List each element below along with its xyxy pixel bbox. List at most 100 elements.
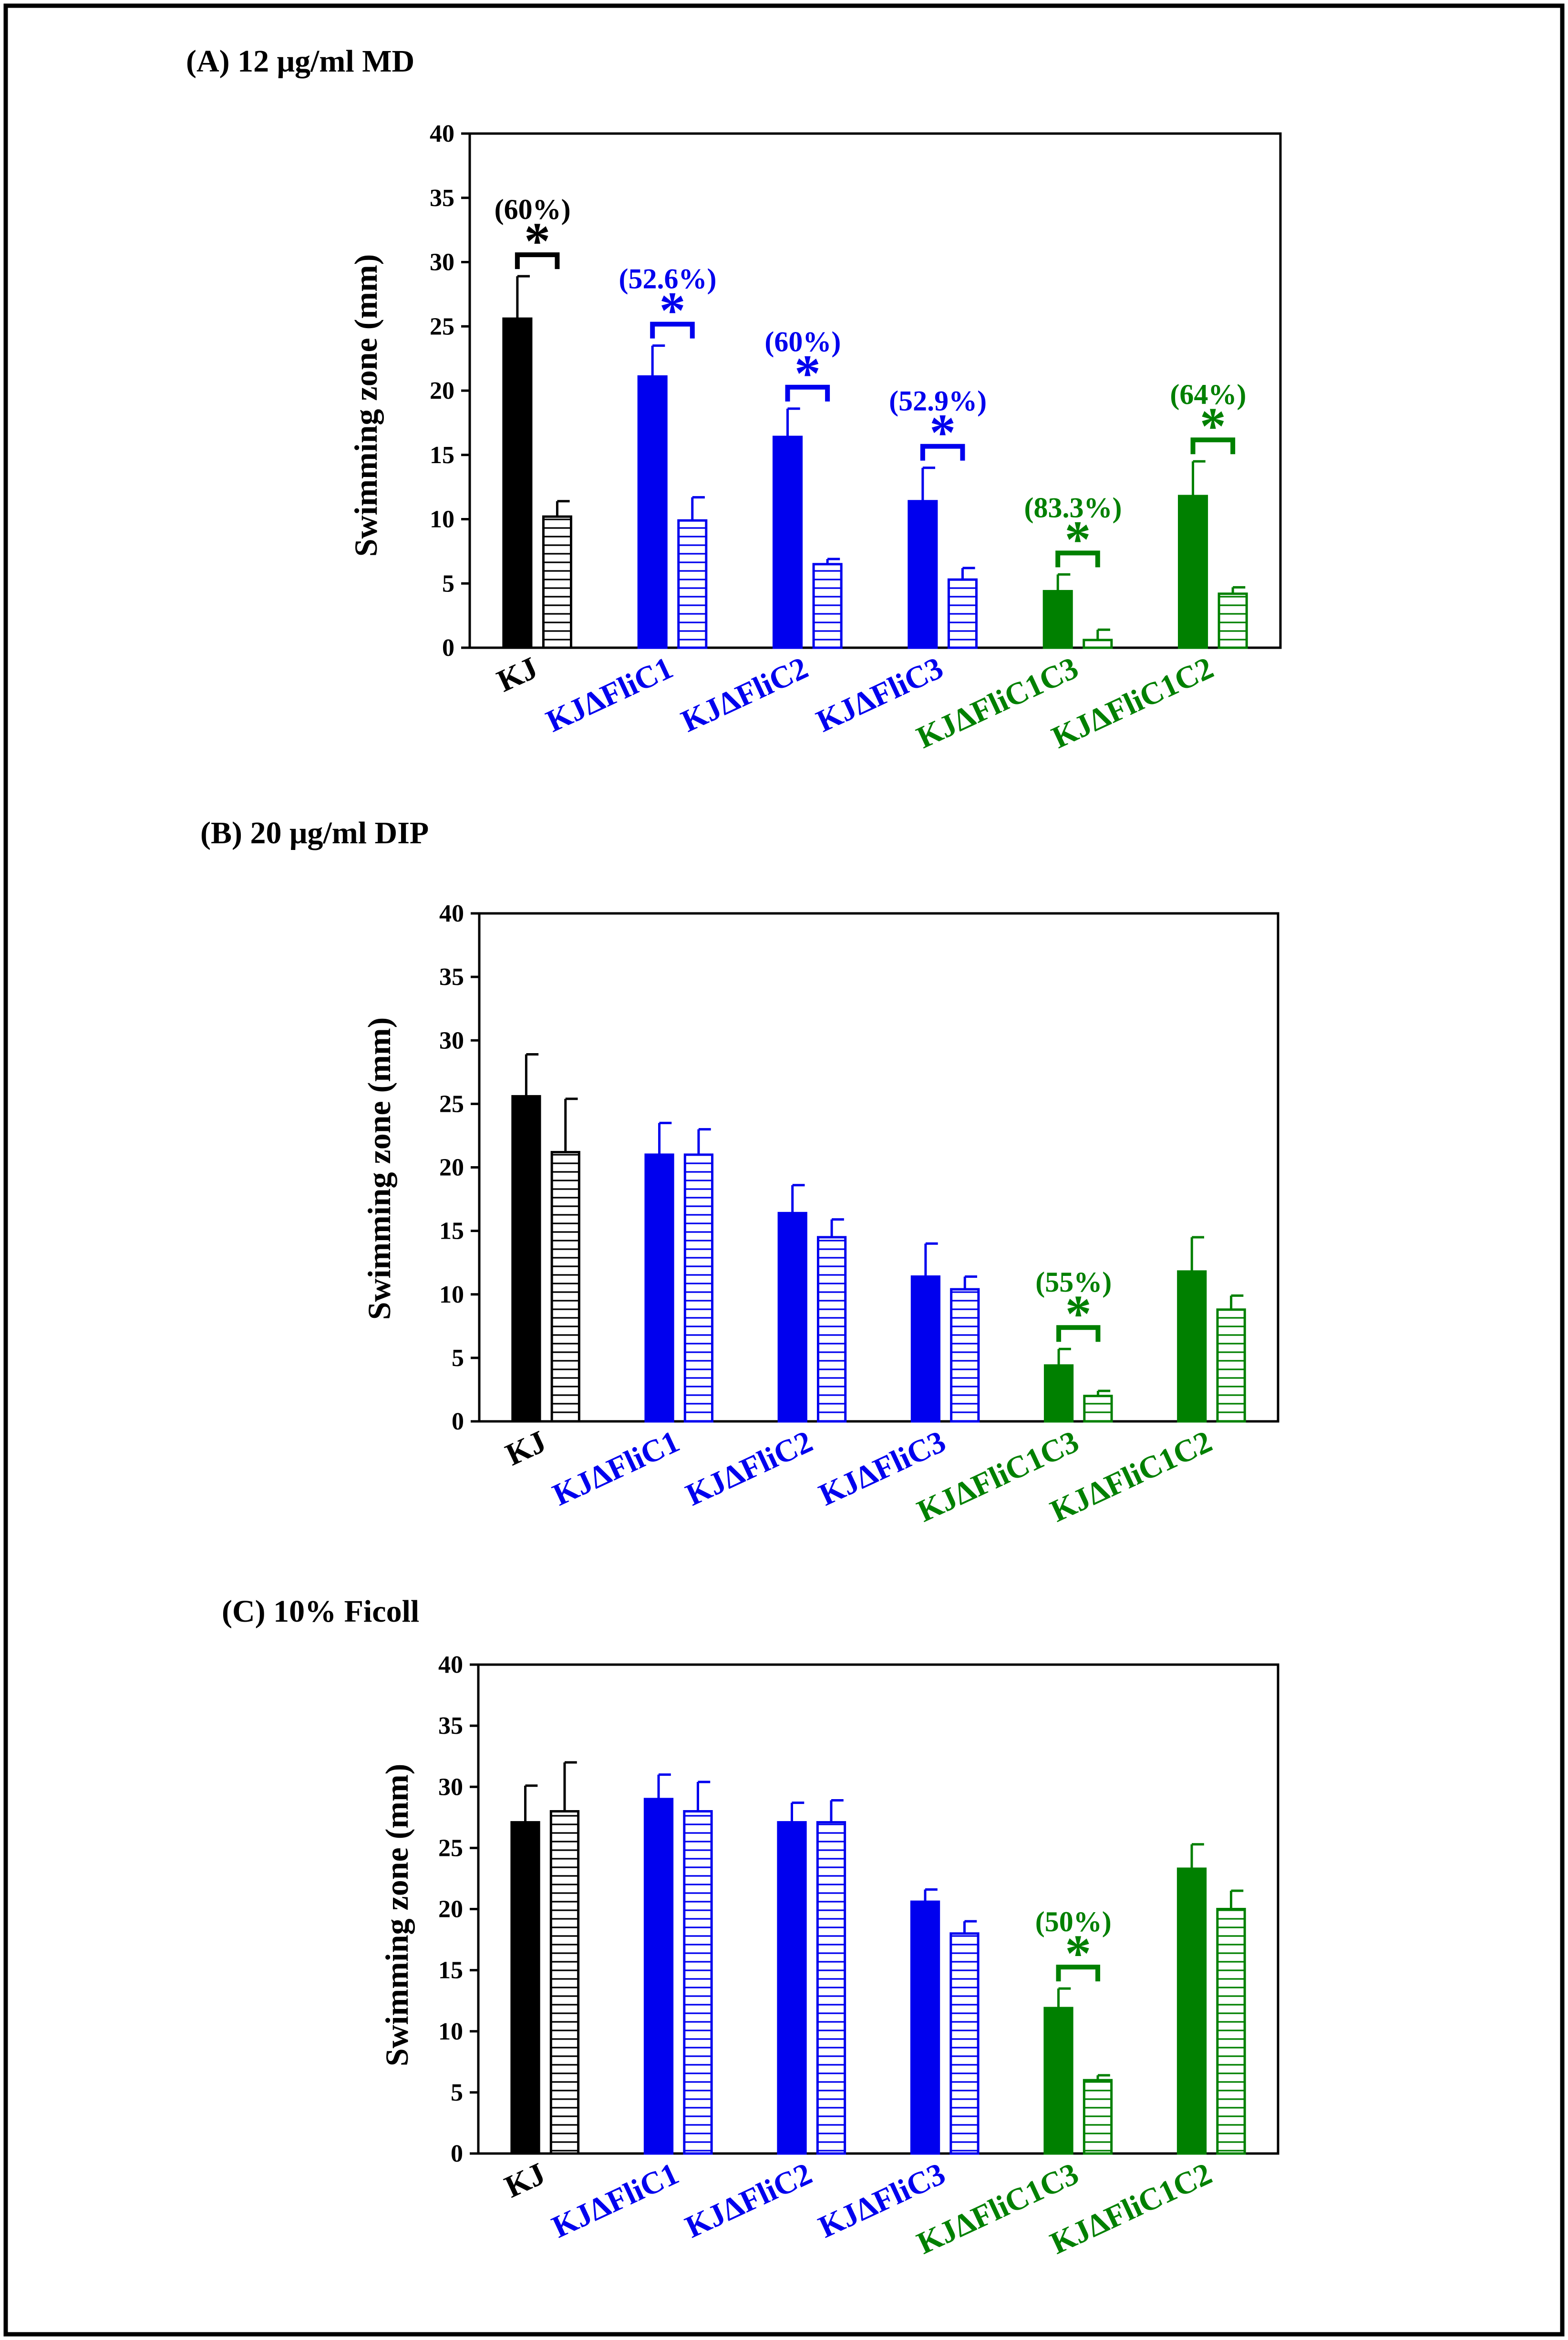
panel-c-bar-kj-control <box>510 1821 540 2155</box>
panel-b-significance-star-kj-flic1c3: * <box>1065 1284 1092 1343</box>
panel-b-x-tick-label-kj: KJ <box>500 1424 551 1472</box>
panel-b-y-tick-label: 5 <box>452 1345 464 1372</box>
panel-c-bar-kj-flic2-treated <box>816 1821 846 2155</box>
panel-c-significance-bracket-kj-flic1c3 <box>1056 1965 1100 1982</box>
panel-c-bar-kj-flic1-treated <box>683 1810 713 2155</box>
panel-a-percent-label-kj-flic1: (52.6%) <box>619 263 717 295</box>
panel-b-bar-kj-flic3-control <box>910 1275 941 1423</box>
panel-a-y-tick-label: 40 <box>430 120 454 147</box>
panel-a-bar-kj-flic3-control <box>908 500 938 649</box>
panel-b-bar-kj-flic2-control <box>777 1211 807 1423</box>
panel-c-significance-star-kj-flic1c3: * <box>1065 1924 1091 1982</box>
panel-a-significance-bracket-kj-flic1 <box>650 321 695 339</box>
panel-a-percent-label-kj-flic3: (52.9%) <box>889 385 987 417</box>
panel-b-bar-kj-flic1c2-control <box>1177 1270 1207 1423</box>
panel-b-x-tick-label-kj-flic1: KJΔFliC1 <box>547 1424 685 1512</box>
panel-a-y-tick-label: 35 <box>430 185 454 212</box>
panel-b-y-tick-label: 30 <box>439 1027 464 1054</box>
panel-c-x-tick-label-kj: KJ <box>499 2156 550 2205</box>
panel-c: (C) 10% Ficoll Swimming zone (mm) 0 5 10 15… <box>222 1594 1279 2261</box>
panel-a-y-tick-label: 20 <box>430 377 454 404</box>
panel-b-bar-kj-control <box>511 1095 541 1423</box>
panel-c-y-tick-label: 0 <box>451 2140 463 2167</box>
panel-c-y-tick-label: 40 <box>438 1651 463 1678</box>
panel-a-y-tick-label: 5 <box>442 570 454 597</box>
panel-b-percent-label-kj-flic1c3: (55%) <box>1035 1266 1112 1298</box>
panel-a-percent-label-kj: (60%) <box>495 194 571 225</box>
panel-c-y-tick-label: 30 <box>438 1773 463 1801</box>
panel-b-bar-kj-flic2-treated <box>816 1236 847 1423</box>
panel-c-y-tick-label: 25 <box>438 1834 463 1862</box>
panel-c-bar-kj-treated <box>549 1810 580 2155</box>
panel-b-significance-bracket-kj-flic1c3 <box>1056 1325 1101 1342</box>
panel-a-percent-label-kj-flic2: (60%) <box>764 326 841 358</box>
panel-a-bar-kj-flic1-treated <box>677 519 708 649</box>
panel-b-bar-kj-flic1c3-treated <box>1083 1395 1113 1423</box>
panel-b-y-tick-label: 20 <box>439 1154 464 1181</box>
panel-a-y-tick-label: 30 <box>430 249 454 276</box>
panel-b-bar-kj-flic1-control <box>644 1153 674 1423</box>
panel-a-x-tick-label-kj: KJ <box>492 650 543 699</box>
panel-c-y-tick-label: 35 <box>438 1712 463 1739</box>
panel-a-bar-kj-flic1c3-control <box>1042 590 1073 649</box>
panel-c-y-tick-label: 15 <box>438 1957 463 1984</box>
panel-b-bar-kj-flic3-treated <box>950 1288 980 1423</box>
panel-b-x-tick-label-kj-flic2: KJΔFliC2 <box>681 1424 818 1512</box>
panel-b-y-tick-label: 25 <box>439 1090 464 1118</box>
panel-b-bar-kj-flic1c2-treated <box>1216 1308 1246 1423</box>
panel-a-percent-label-kj-flic1c3: (83.3%) <box>1024 492 1122 523</box>
panel-a-significance-star-kj-flic1c3: * <box>1065 510 1091 568</box>
panel-a-y-tick-label: 10 <box>430 506 454 533</box>
panel-a-significance-star-kj-flic2: * <box>794 344 821 403</box>
panel-b-bar-kj-treated <box>550 1151 580 1423</box>
panel-a-plot-area <box>468 132 1282 649</box>
panel-b-y-tick-label: 0 <box>452 1408 464 1435</box>
panel-b-title: (B) 20 μg/ml DIP <box>200 816 429 850</box>
panel-a-significance-bracket-kj-flic3 <box>920 444 965 461</box>
panel-c-percent-label-kj-flic1c3: (50%) <box>1035 1906 1112 1937</box>
panel-a-significance-star-kj-flic3: * <box>929 404 956 462</box>
panel-c-x-tick-label-kj-flic2: KJΔFliC2 <box>680 2156 817 2245</box>
panel-c-bar-kj-flic1-control <box>643 1798 674 2155</box>
panel-c-plot-area <box>477 1663 1279 2155</box>
panel-a-bar-kj-treated <box>542 515 572 649</box>
panel-a-y-tick-label: 25 <box>430 313 454 340</box>
figure-border <box>3 3 1565 2337</box>
panel-a-significance-bracket-kj-flic1c3 <box>1055 550 1100 568</box>
panel-b-y-tick-label: 10 <box>439 1281 464 1308</box>
panel-a-significance-star-kj-flic1c2: * <box>1200 397 1226 455</box>
panel-a-bar-kj-flic2-treated <box>812 563 843 649</box>
panel-a: (A) 12 μg/ml MD Swimming zone (mm) 0 5 10 1… <box>186 44 1282 755</box>
panel-b-y-tick-label: 15 <box>439 1218 464 1245</box>
panel-a-y-axis-label: Swimming zone (mm) <box>348 254 384 557</box>
panel-b-bar-kj-flic1-treated <box>683 1153 714 1423</box>
panel-c-bar-kj-flic3-control <box>910 1900 940 2155</box>
panel-a-title: (A) 12 μg/ml MD <box>186 44 414 79</box>
panel-b-plot-area <box>478 912 1279 1423</box>
panel-a-bar-kj-flic1c2-control <box>1178 495 1208 649</box>
panel-a-y-tick-label: 15 <box>430 442 454 469</box>
panel-a-bar-kj-control <box>502 317 533 649</box>
panel-c-title: (C) 10% Ficoll <box>222 1594 419 1629</box>
panel-c-y-tick-label: 5 <box>451 2079 463 2106</box>
panel-a-x-tick-label-kj-flic1: KJΔFliC1 <box>541 650 678 739</box>
panel-c-bar-kj-flic1c3-control <box>1043 2007 1073 2155</box>
panel-a-significance-bracket-kj <box>515 252 560 269</box>
panel-c-y-axis-label: Swimming zone (mm) <box>379 1764 415 2067</box>
panel-c-bar-kj-flic3-treated <box>949 1932 980 2155</box>
panel-b-y-tick-label: 35 <box>439 963 464 991</box>
panel-c-bar-kj-flic1c2-control <box>1176 1867 1207 2155</box>
panel-c-bar-kj-flic1c2-treated <box>1216 1908 1246 2155</box>
panel-a-bar-kj-flic1c3-treated <box>1083 639 1113 649</box>
panel-a-percent-label-kj-flic1c2: (64%) <box>1170 379 1246 410</box>
panel-c-y-tick-label: 10 <box>438 2018 463 2045</box>
panel-b-y-tick-label: 40 <box>439 900 464 927</box>
panel-a-significance-bracket-kj-flic2 <box>785 384 830 402</box>
panel-a-bar-kj-flic1-control <box>637 375 668 649</box>
panel-b-y-axis-label: Swimming zone (mm) <box>361 1017 397 1320</box>
panel-a-bar-kj-flic2-control <box>773 435 803 649</box>
panel-b: (B) 20 μg/ml DIP Swimming zone (mm) 0 5 10… <box>200 816 1279 1529</box>
panel-c-bar-kj-flic2-control <box>777 1821 807 2155</box>
panel-a-significance-bracket-kj-flic1c2 <box>1190 437 1236 455</box>
